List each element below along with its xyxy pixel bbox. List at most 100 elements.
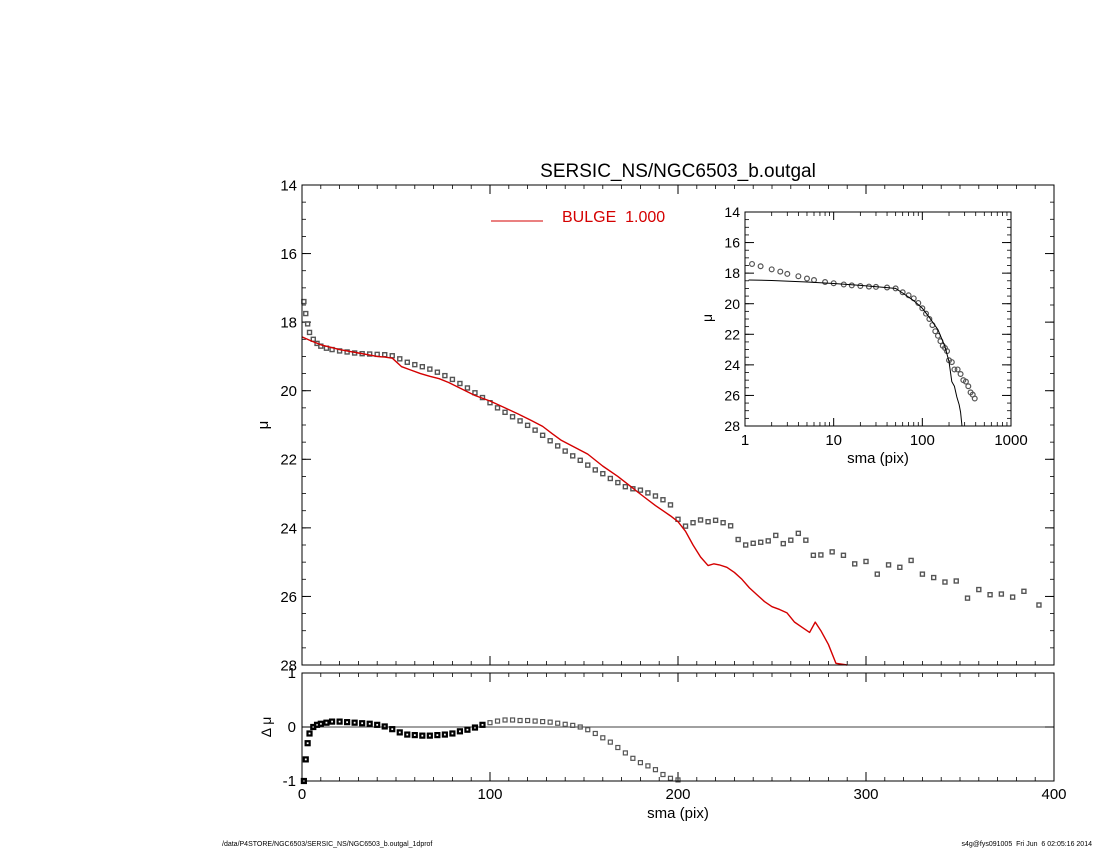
main-data-point: [758, 539, 764, 545]
legend-label-bulge: BULGE 1.000: [562, 209, 665, 226]
residual-data-point: [502, 717, 508, 723]
main-data-point: [592, 467, 598, 473]
footer-timestamp: s4g@fys091005 Fri Jun 6 02:05:16 2014: [961, 841, 1092, 848]
main-data-point: [600, 470, 606, 477]
residual-data-point: [381, 723, 388, 730]
main-data-point: [930, 574, 937, 581]
residual-data-point: [306, 730, 313, 737]
residual-data-point: [374, 721, 381, 728]
main-data-point: [509, 414, 516, 420]
residual-data-point: [615, 744, 621, 751]
main-data-point: [389, 353, 395, 359]
residual-data-point: [351, 719, 358, 726]
main-plot-axes: 14 16 18 20 22 24 26 28: [280, 177, 1055, 674]
residual-data-point: [441, 731, 448, 738]
inset-data-point: [749, 260, 756, 267]
residual-data-point: [494, 718, 501, 724]
main-data-point: [419, 364, 426, 370]
main-plot-frame: [301, 184, 1055, 666]
main-data-point: [742, 542, 749, 548]
inset-ytick-label: 28: [724, 418, 740, 434]
main-data-point: [953, 578, 959, 584]
main-data-point: [919, 571, 926, 577]
inset-data-point: [822, 279, 829, 286]
inset-data-point: [922, 310, 929, 317]
main-data-point: [464, 385, 471, 391]
main-data-point: [712, 517, 719, 524]
main-data-point: [727, 523, 734, 529]
residual-data-point: [411, 731, 418, 739]
residual-data-point: [577, 724, 583, 730]
inset-xtick-label: 10: [825, 432, 842, 449]
main-data-point: [795, 530, 802, 537]
main-data-point: [637, 487, 644, 493]
inset-plot-axes: 14 16 18 20 22 24 26 281 10 100 1000: [724, 204, 1027, 449]
residual-data-point: [404, 731, 411, 738]
inset-ytick-label: 20: [724, 296, 740, 312]
main-data-point: [502, 409, 508, 416]
inset-plot-frame: [744, 211, 1012, 427]
residual-data-point: [540, 718, 546, 725]
main-data-point: [449, 376, 456, 383]
residual-plot-frame: [301, 672, 1055, 782]
main-data-point: [735, 536, 741, 543]
residual-data-point: [637, 760, 644, 766]
inset-data-point: [951, 366, 958, 373]
main-data-point: [885, 562, 892, 568]
main-data-point: [532, 427, 538, 433]
main-data-point: [554, 443, 561, 449]
residual-data-point: [419, 732, 426, 739]
residual-data-point: [547, 719, 553, 725]
residual-ytick-label: -1: [283, 773, 296, 790]
main-data-point: [1036, 602, 1042, 608]
main-ytick-label: 20: [280, 383, 297, 400]
residual-data-point: [592, 730, 598, 737]
main-data-point: [306, 329, 313, 336]
residual-data-point: [389, 726, 396, 733]
main-data-point: [942, 579, 948, 585]
main-data-point: [615, 479, 621, 486]
residual-data-point: [570, 722, 576, 728]
residual-data-point: [585, 727, 591, 733]
residual-data-point: [323, 719, 330, 726]
inset-data-point: [954, 366, 961, 373]
main-data-point: [987, 592, 993, 598]
main-data-point: [682, 523, 689, 529]
residual-data-point: [471, 724, 479, 731]
main-data-point: [304, 321, 311, 327]
main-data-point: [652, 493, 659, 499]
main-data-point: [829, 549, 835, 555]
residual-data-point: [302, 756, 309, 763]
main-ytick-label: 18: [280, 315, 297, 332]
main-data-point: [577, 457, 583, 464]
inset-ytick-label: 26: [724, 387, 740, 403]
main-ytick-label: 22: [280, 452, 297, 469]
inset-data-point: [768, 266, 775, 273]
main-data-point: [645, 490, 651, 496]
main-plot-data: [301, 298, 1042, 666]
residual-data-point: [667, 775, 674, 781]
residual-data-point: [675, 777, 681, 783]
residual-data-point: [396, 729, 403, 736]
inset-data-point: [777, 268, 784, 275]
main-data-point: [908, 557, 914, 564]
inset-background: [745, 212, 1011, 426]
residual-data-point: [479, 721, 486, 728]
inset-xtick-label: 1000: [994, 432, 1027, 449]
inset-ytick-label: 14: [724, 204, 740, 220]
main-data-point: [1021, 588, 1027, 594]
inset-xtick-label: 1: [741, 432, 749, 449]
residual-ytick-label: 0: [288, 719, 296, 736]
main-data-point: [852, 561, 858, 567]
inset-ytick-label: 18: [724, 265, 740, 281]
main-data-point: [562, 448, 568, 454]
main-data-point: [897, 564, 903, 570]
main-data-point: [1009, 594, 1016, 600]
main-ytick-label: 28: [280, 657, 297, 674]
main-data-point: [434, 369, 441, 375]
residual-data-point: [304, 740, 311, 747]
main-data-point: [976, 586, 982, 593]
inset-data-point: [971, 395, 978, 402]
residual-data-point: [456, 728, 464, 735]
